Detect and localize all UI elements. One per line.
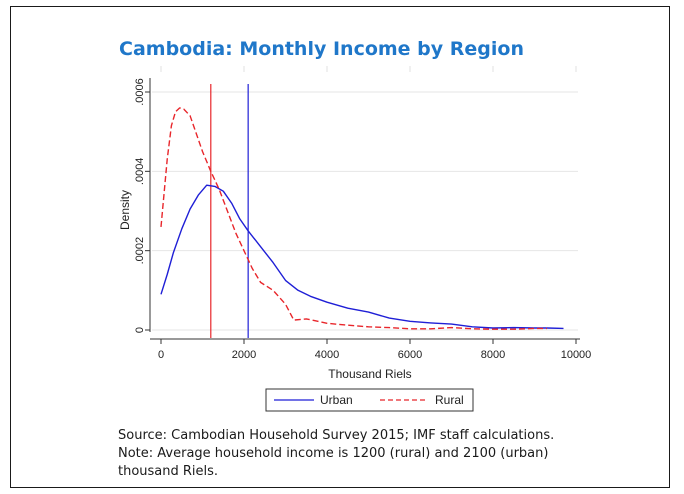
source-text: Source: Cambodian Household Survey 2015;… — [118, 428, 555, 443]
ticks: 0 .0002 .0004 .0006 0 2000 4000 6000 8000 10000 — [134, 78, 591, 361]
y-axis-label: Density — [118, 190, 132, 230]
chart-title: Cambodia: Monthly Income by Region — [119, 38, 524, 60]
series-line-urban — [160, 184, 564, 330]
x-tick-label: 0 — [158, 349, 164, 361]
note-text-line1: Note: Average household income is 1200 (… — [118, 446, 549, 461]
y-tick-label: .0004 — [134, 158, 146, 186]
y-tick-label: 0 — [134, 327, 146, 333]
x-tick-label: 2000 — [232, 349, 256, 361]
series-line-rural — [160, 107, 547, 330]
x-tick-label: 8000 — [481, 349, 505, 361]
y-tick-label: .0002 — [134, 237, 146, 265]
series-lines — [160, 107, 564, 330]
legend-box — [265, 388, 474, 412]
x-tick-label: 10000 — [561, 349, 592, 361]
x-tick-label: 6000 — [398, 349, 422, 361]
legend: Urban Rural — [265, 388, 474, 412]
note-text-line2: thousand Riels. — [118, 464, 219, 479]
x-axis-label: Thousand Riels — [328, 367, 411, 381]
x-tick-label: 4000 — [315, 349, 339, 361]
legend-rural-label: Rural — [435, 393, 464, 407]
grid — [152, 66, 578, 331]
reference-lines — [210, 84, 249, 338]
y-tick-label: .0006 — [134, 78, 146, 106]
chart-notes: Source: Cambodian Household Survey 2015;… — [118, 427, 658, 481]
legend-urban-label: Urban — [320, 393, 353, 407]
